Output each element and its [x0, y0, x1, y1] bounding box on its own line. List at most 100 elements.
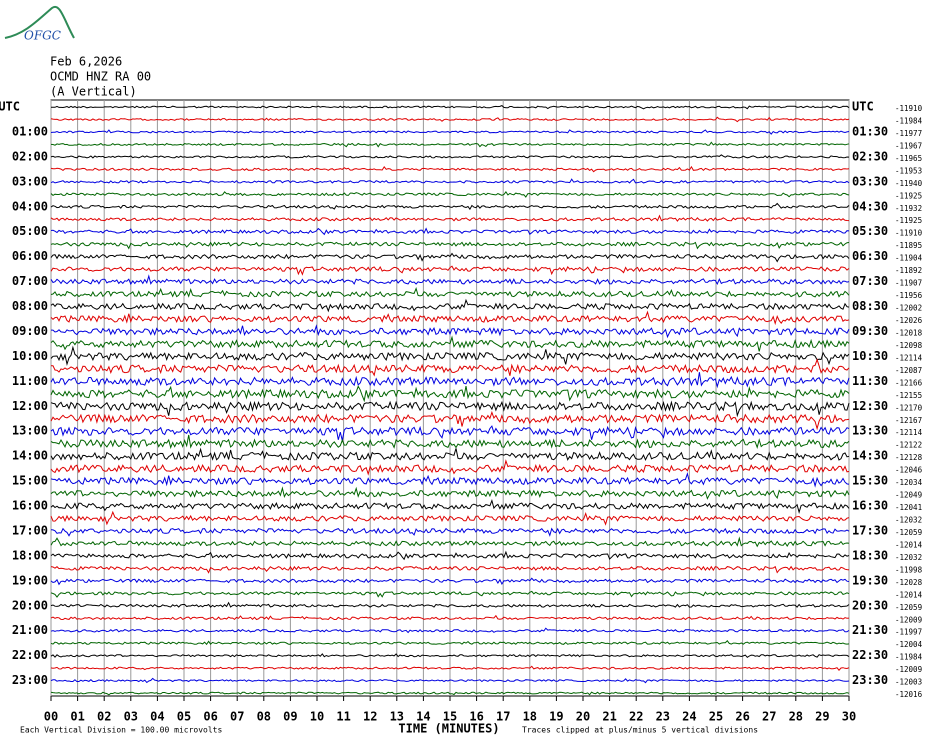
x-tick-label: 00 [44, 710, 58, 724]
right-time-label: 09:30 [852, 324, 888, 338]
trace-offset: -12167 [895, 416, 922, 425]
trace-offset: -12128 [895, 453, 923, 462]
left-time-label: 07:00 [12, 274, 48, 288]
trace [50, 434, 850, 450]
x-tick-label: 20 [576, 710, 590, 724]
trace-offset: -12170 [895, 403, 923, 412]
x-tick-label: 12 [363, 710, 377, 724]
trace [50, 141, 850, 148]
x-tick-label: 06 [203, 710, 217, 724]
trace-offset: -12016 [895, 690, 923, 699]
trace [50, 565, 850, 574]
trace-offset: -12014 [895, 590, 923, 599]
trace [50, 345, 850, 367]
right-time-label: 05:30 [852, 224, 888, 238]
right-time-label: 17:30 [852, 523, 888, 537]
component: (A Vertical) [50, 85, 137, 99]
x-tick-label: 09 [283, 710, 297, 724]
trace-offset: -11965 [895, 154, 922, 163]
trace [50, 274, 850, 286]
x-tick-label: 28 [789, 710, 803, 724]
right-time-label: 02:30 [852, 149, 888, 163]
x-tick-label: 24 [682, 710, 696, 724]
trace-offset: -12098 [895, 341, 923, 350]
x-tick-label: 01 [70, 710, 84, 724]
trace-offset: -11904 [895, 254, 923, 263]
left-time-label: 03:00 [12, 174, 48, 188]
x-axis-label: TIME (MINUTES) [398, 722, 499, 736]
trace [50, 498, 850, 515]
trace-offset: -11956 [895, 291, 923, 300]
trace [50, 614, 850, 621]
right-time-label: 22:30 [852, 648, 888, 662]
trace [50, 178, 850, 184]
trace-offset: -11953 [895, 166, 922, 175]
trace [50, 372, 850, 389]
trace-offset: -11977 [895, 129, 922, 138]
x-tick-label: 19 [549, 710, 563, 724]
trace-offset: -12009 [895, 665, 922, 674]
trace-offset: -12014 [895, 540, 923, 549]
trace-offset: -12002 [895, 304, 922, 313]
trace [50, 265, 850, 276]
x-tick-label: 08 [257, 710, 271, 724]
left-time-label: 06:00 [12, 249, 48, 263]
right-time-label: 11:30 [852, 374, 888, 388]
x-tick-label: 23 [656, 710, 670, 724]
trace [50, 640, 850, 646]
left-time-label: 21:00 [12, 623, 48, 637]
trace [50, 486, 850, 500]
left-time-label: 14:00 [12, 449, 48, 463]
trace [50, 627, 850, 634]
x-tick-label: 04 [150, 710, 164, 724]
x-tick-label: 29 [815, 710, 829, 724]
left-time-label: 13:00 [12, 424, 48, 438]
trace [50, 105, 850, 110]
x-tick-label: 07 [230, 710, 244, 724]
trace-offset: -11925 [895, 191, 922, 200]
trace-offset: -12041 [895, 503, 922, 512]
trace [50, 241, 850, 250]
right-time-label: 18:30 [852, 548, 888, 562]
trace-offset: -11932 [895, 204, 922, 213]
right-time-label: 07:30 [852, 274, 888, 288]
trace [50, 601, 850, 608]
station: OCMD HNZ RA 00 [50, 70, 151, 84]
trace [50, 227, 850, 236]
x-tick-label: 25 [709, 710, 723, 724]
trace-offset: -12114 [895, 428, 923, 437]
right-time-label: 12:30 [852, 399, 888, 413]
right-time-label: 20:30 [852, 598, 888, 612]
trace-offset: -11940 [895, 179, 923, 188]
right-time-label: 03:30 [852, 174, 888, 188]
trace-offset: -12087 [895, 366, 922, 375]
trace [50, 410, 850, 431]
trace [51, 358, 850, 377]
left-time-label: 23:00 [12, 673, 48, 687]
left-time-label: 01:00 [12, 124, 48, 138]
right-time-label: 10:30 [852, 349, 888, 363]
right-time-label: 16:30 [852, 499, 888, 513]
left-time-label: 02:00 [12, 149, 48, 163]
trace-offset: -12049 [895, 491, 922, 500]
trace-offset: -11984 [895, 653, 923, 662]
x-tick-label: 21 [602, 710, 616, 724]
x-tick-label: 26 [735, 710, 749, 724]
trace [50, 310, 850, 326]
right-time-label: 14:30 [852, 449, 888, 463]
trace [50, 154, 850, 159]
trace [50, 252, 850, 263]
x-tick-label: 05 [177, 710, 191, 724]
right-time-label: 21:30 [852, 623, 888, 637]
trace-offset: -11895 [895, 241, 922, 250]
trace-offset: -12034 [895, 478, 923, 487]
trace [50, 510, 850, 526]
trace-offset: -12032 [895, 516, 922, 525]
trace-offset: -12018 [895, 328, 923, 337]
x-tick-label: 11 [336, 710, 350, 724]
left-time-label: 20:00 [12, 598, 48, 612]
trace-offset: -11892 [895, 266, 922, 275]
trace-offset: -12059 [895, 528, 922, 537]
trace-offset: -12026 [895, 316, 923, 325]
trace-offset: -12114 [895, 353, 923, 362]
